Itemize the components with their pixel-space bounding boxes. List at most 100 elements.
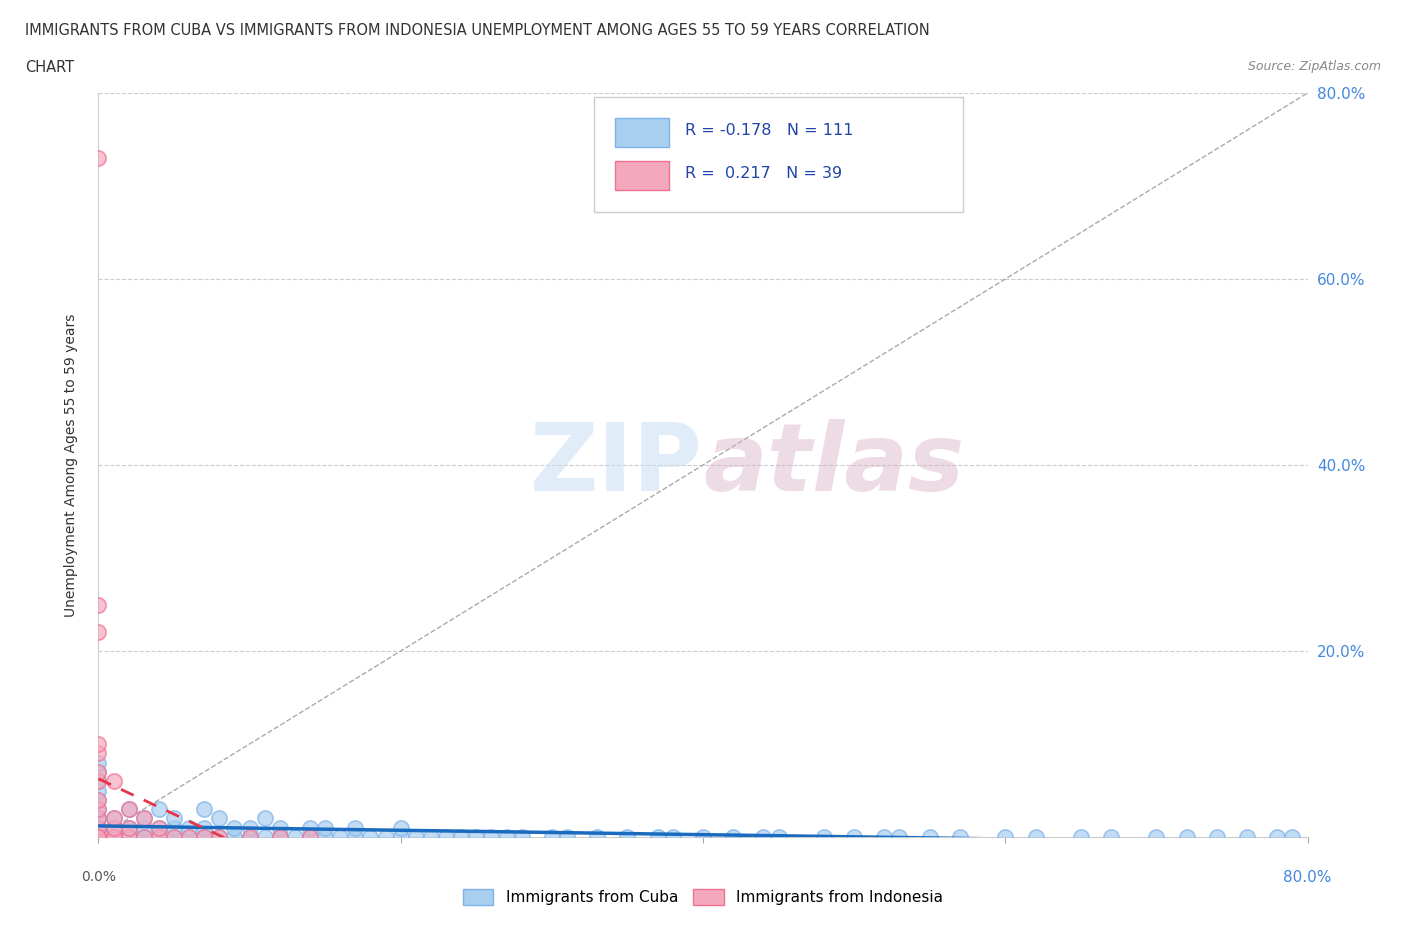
Point (208, 830, 231, 844)
Point (132, 820, 155, 835)
Point (87, 830, 110, 844)
Point (148, 820, 170, 835)
Point (163, 811, 186, 826)
Point (163, 830, 186, 844)
Point (314, 820, 336, 835)
Point (87, 792, 110, 807)
Point (224, 830, 246, 844)
Bar (614, 118, 669, 147)
Point (87, 830, 110, 844)
Point (87, 830, 110, 844)
Point (918, 830, 941, 844)
Point (87, 830, 110, 844)
Point (269, 830, 291, 844)
Bar (614, 162, 669, 190)
Point (269, 830, 291, 844)
Point (1236, 830, 1258, 844)
Point (87, 811, 110, 826)
Point (1099, 830, 1122, 844)
Point (389, 830, 412, 844)
Point (87, 820, 110, 835)
Text: R =  0.217   N = 39: R = 0.217 N = 39 (685, 166, 842, 180)
Point (1024, 830, 1046, 844)
Point (87, 811, 110, 826)
Point (132, 830, 155, 844)
Point (87, 764, 110, 779)
Point (132, 811, 155, 826)
Point (87, 830, 110, 844)
Point (193, 830, 215, 844)
Point (465, 830, 488, 844)
Point (148, 830, 170, 844)
Point (87, 746, 110, 761)
Point (889, 830, 911, 844)
Point (103, 820, 125, 835)
Point (208, 830, 231, 844)
Point (87, 802, 110, 817)
Point (87, 830, 110, 844)
Point (87, 737, 110, 751)
Point (873, 830, 896, 844)
Point (224, 820, 246, 835)
Point (1070, 830, 1092, 844)
Point (103, 820, 125, 835)
Point (87, 830, 110, 844)
FancyBboxPatch shape (595, 97, 963, 212)
Point (239, 830, 262, 844)
Point (87, 830, 110, 844)
Point (1206, 830, 1229, 844)
Text: IMMIGRANTS FROM CUBA VS IMMIGRANTS FROM INDONESIA UNEMPLOYMENT AMONG AGES 55 TO : IMMIGRANTS FROM CUBA VS IMMIGRANTS FROM … (25, 23, 929, 38)
Point (118, 830, 141, 844)
Point (87, 820, 110, 835)
Point (87, 783, 110, 798)
Point (87, 820, 110, 835)
Point (103, 830, 125, 844)
Point (87, 830, 110, 844)
Point (87, 811, 110, 826)
Point (450, 830, 472, 844)
Text: R = -0.178   N = 111: R = -0.178 N = 111 (685, 123, 853, 138)
Point (389, 820, 412, 835)
Point (87, 830, 110, 844)
Point (87, 830, 110, 844)
Point (87, 830, 110, 844)
Point (118, 802, 141, 817)
Point (87, 830, 110, 844)
Point (420, 830, 443, 844)
Point (87, 830, 110, 844)
Point (118, 802, 141, 817)
Point (768, 830, 790, 844)
Point (118, 830, 141, 844)
Point (148, 802, 170, 817)
Point (87, 792, 110, 807)
Point (163, 830, 186, 844)
Point (87, 774, 110, 789)
Point (540, 830, 562, 844)
Point (87, 755, 110, 770)
Point (299, 830, 322, 844)
Point (103, 830, 125, 844)
Point (103, 830, 125, 844)
Point (87, 830, 110, 844)
Point (87, 830, 110, 844)
Point (752, 830, 775, 844)
Point (299, 820, 322, 835)
Point (132, 830, 155, 844)
Point (87, 830, 110, 844)
Point (132, 811, 155, 826)
Point (692, 830, 714, 844)
Text: ZIP: ZIP (530, 419, 703, 511)
Point (1175, 830, 1198, 844)
Point (193, 802, 215, 817)
Point (163, 820, 186, 835)
Point (994, 830, 1017, 844)
Text: 0.0%: 0.0% (82, 870, 115, 884)
Point (616, 830, 638, 844)
Point (87, 151, 110, 166)
Point (555, 830, 578, 844)
Point (510, 830, 533, 844)
Point (253, 811, 276, 826)
Point (179, 830, 201, 844)
Point (103, 811, 125, 826)
Point (344, 820, 367, 835)
